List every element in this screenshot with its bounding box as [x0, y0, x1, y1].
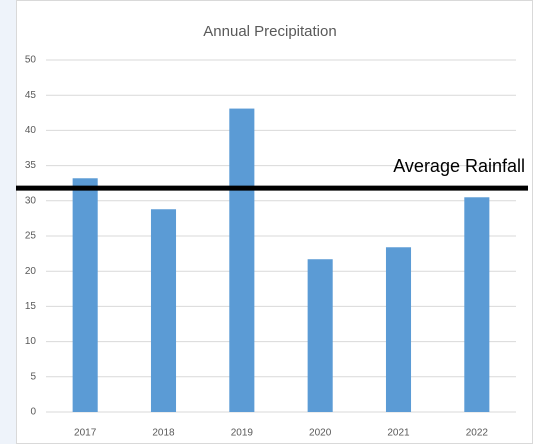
bar — [72, 178, 98, 412]
annotation-label: Average Rainfall — [393, 156, 525, 176]
y-tick-label: 30 — [25, 195, 37, 206]
bar — [464, 197, 490, 412]
x-tick-label: 2019 — [231, 428, 254, 439]
x-tick-label: 2022 — [466, 428, 489, 439]
bar — [307, 259, 333, 412]
y-tick-label: 25 — [25, 231, 37, 242]
y-tick-label: 40 — [25, 125, 37, 136]
x-tick-label: 2020 — [309, 428, 332, 439]
x-tick-label: 2017 — [74, 428, 97, 439]
bar — [229, 108, 255, 413]
y-tick-label: 35 — [25, 160, 37, 171]
y-tick-label: 15 — [25, 301, 37, 312]
y-tick-label: 20 — [25, 266, 37, 277]
side-panel — [0, 0, 16, 444]
bar — [150, 209, 177, 412]
x-tick-label: 2018 — [152, 428, 175, 439]
chart-frame — [16, 0, 533, 444]
y-tick-label: 5 — [30, 371, 36, 382]
y-tick-label: 50 — [25, 55, 37, 66]
y-tick-label: 0 — [30, 407, 36, 418]
chart-title: Annual Precipitation — [203, 23, 336, 40]
x-tick-label: 2021 — [387, 428, 410, 439]
y-tick-label: 45 — [25, 90, 37, 101]
bar — [385, 247, 412, 412]
y-tick-label: 10 — [25, 336, 37, 347]
